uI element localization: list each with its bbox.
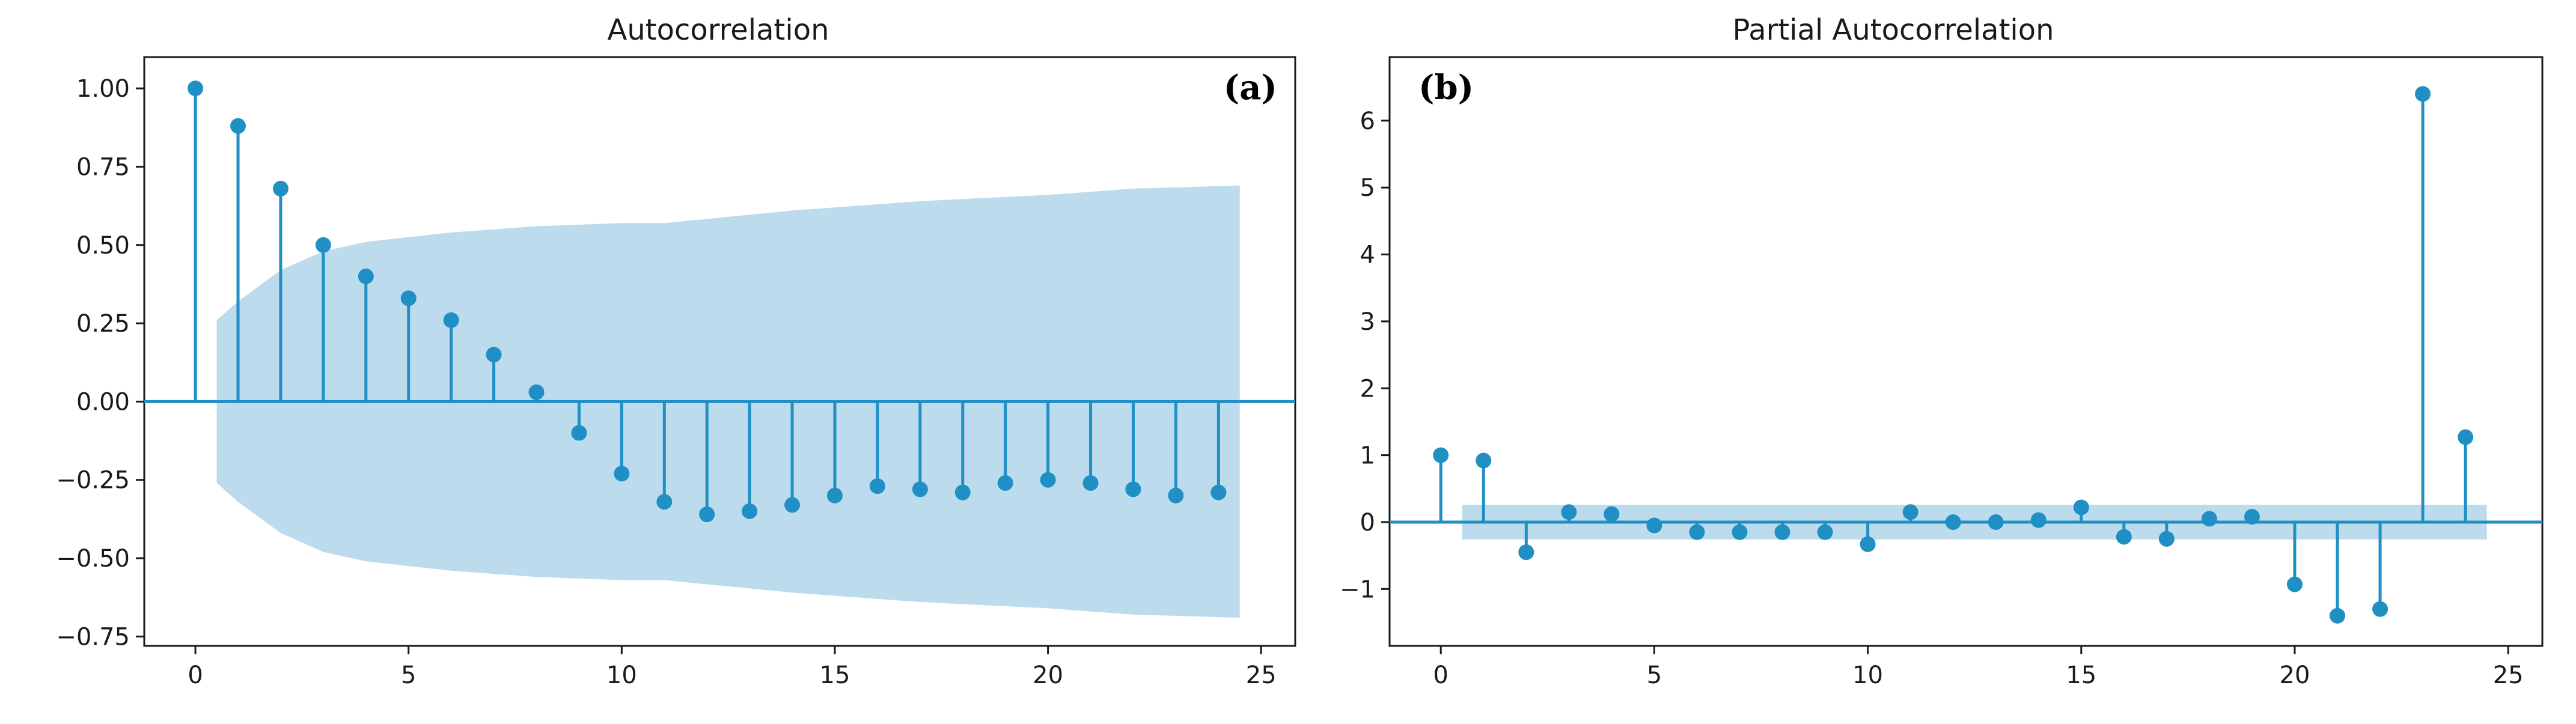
stem-marker xyxy=(1433,447,1449,463)
axes-frame xyxy=(1388,56,2544,647)
stem-marker xyxy=(528,384,545,400)
y-tick-label: 0.75 xyxy=(76,153,130,181)
stem-marker xyxy=(272,180,288,196)
axes-frame xyxy=(143,56,1296,647)
stem-marker xyxy=(2201,511,2217,527)
partial-autocorrelation-panel: Partial Autocorrelation (b) 0 5 10 15 20 25−1… xyxy=(1340,13,2544,689)
stem-marker xyxy=(2073,499,2089,516)
y-tick-label: 6 xyxy=(1360,108,1375,135)
stem-marker xyxy=(614,466,630,482)
x-tick-label: 0 xyxy=(188,662,203,689)
x-tick-label: 5 xyxy=(401,662,416,689)
stem-marker xyxy=(2458,429,2474,445)
stem-marker xyxy=(1902,504,1918,520)
stem-marker xyxy=(2030,512,2046,528)
stem-marker xyxy=(2372,601,2388,617)
chart-title: Partial Autocorrelation xyxy=(1732,13,2054,47)
plot-area: 0 5 10 15 20 25 −0.75 −0.50 −0.25 0.00 0.25 0.50 0.7… xyxy=(56,56,1296,689)
y-tick-label: −0.25 xyxy=(56,467,130,494)
x-tick-label: 5 xyxy=(1647,662,1662,689)
stem-marker xyxy=(1817,524,1833,540)
stem-marker xyxy=(230,118,246,134)
stem-marker xyxy=(656,494,673,510)
stem-marker xyxy=(784,497,801,513)
stem-marker xyxy=(954,484,971,500)
stem-marker xyxy=(2330,607,2346,624)
stem-marker xyxy=(1210,484,1227,500)
stem-marker xyxy=(2244,509,2260,525)
x-tick-label: 15 xyxy=(820,662,850,689)
stem-marker xyxy=(443,312,459,328)
stem-marker xyxy=(1040,472,1056,488)
stem-marker xyxy=(1860,536,1876,552)
x-tick-label: 10 xyxy=(1852,662,1883,689)
chart-title: Autocorrelation xyxy=(608,13,829,47)
stem-marker xyxy=(997,475,1013,491)
stem-marker xyxy=(400,290,417,306)
y-tick-label: 4 xyxy=(1360,242,1375,269)
stem-marker xyxy=(1476,452,1492,469)
stem-marker xyxy=(1561,504,1577,520)
y-tick-label: 2 xyxy=(1360,375,1375,403)
stem-marker xyxy=(1125,481,1141,497)
stem-marker xyxy=(1168,487,1184,503)
stem-marker xyxy=(1945,514,1961,530)
stem-marker xyxy=(827,487,843,503)
y-tick-label: 3 xyxy=(1360,308,1375,336)
stem-marker xyxy=(869,478,885,494)
stem-marker xyxy=(1518,544,1534,561)
y-tick-label: 0 xyxy=(1360,509,1375,537)
stem-marker xyxy=(486,347,502,363)
stem-marker xyxy=(1646,517,1662,534)
stem-marker xyxy=(1988,514,2004,530)
x-tick-label: 15 xyxy=(2066,662,2096,689)
y-tick-label: −0.75 xyxy=(56,623,130,651)
y-tick-label: 0.25 xyxy=(76,310,130,338)
y-tick-label: 0.00 xyxy=(76,388,130,416)
x-tick-label: 20 xyxy=(1033,662,1063,689)
autocorrelation-panel: Autocorrelation (a) 0 5 10 15 20 25 −0.75 −0.50… xyxy=(56,13,1296,689)
y-tick-label: −0.50 xyxy=(56,545,130,573)
stem-marker xyxy=(1732,524,1748,540)
stem-marker xyxy=(1774,524,1790,540)
y-tick-label: 5 xyxy=(1360,174,1375,202)
x-tick-label: 10 xyxy=(606,662,637,689)
stem-marker xyxy=(1689,524,1705,540)
stem-marker xyxy=(188,81,204,97)
stem-marker xyxy=(2286,576,2303,592)
x-tick-label: 20 xyxy=(2280,662,2310,689)
stem-marker xyxy=(2415,86,2431,102)
stem-marker xyxy=(2116,529,2132,545)
stem-marker xyxy=(912,481,928,497)
plot-area: 0 5 10 15 20 25 −1 0 1 2 3 4 5 6 xyxy=(1340,56,2544,689)
stem-marker xyxy=(358,268,374,284)
y-tick-label: 1 xyxy=(1360,442,1375,470)
stem-marker xyxy=(742,503,758,519)
x-tick-label: 25 xyxy=(1246,662,1277,689)
x-tick-label: 0 xyxy=(1433,662,1448,689)
panel-label: (a) xyxy=(1224,68,1277,108)
y-tick-label: 1.00 xyxy=(76,75,130,103)
stem-marker xyxy=(699,506,715,523)
y-tick-label: −1 xyxy=(1340,576,1375,603)
stem-marker xyxy=(1082,475,1099,491)
stem-marker xyxy=(2158,531,2175,547)
panel-label: (b) xyxy=(1418,68,1474,108)
y-tick-label: 0.50 xyxy=(76,232,130,260)
stem-marker xyxy=(571,425,587,441)
x-tick-label: 25 xyxy=(2493,662,2524,689)
stem-marker xyxy=(315,237,331,253)
stem-marker xyxy=(1604,506,1620,522)
